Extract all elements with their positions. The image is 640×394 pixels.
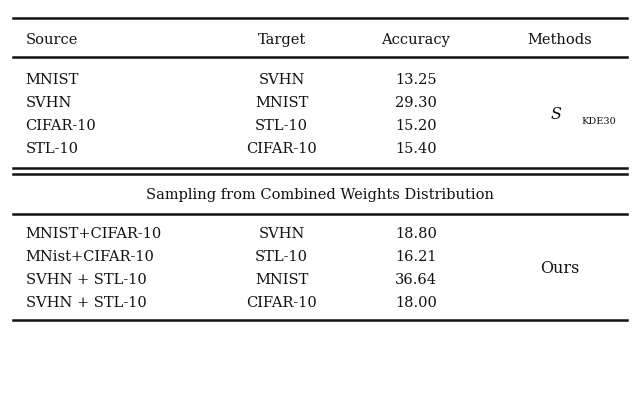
Text: 13.25: 13.25 [395,73,437,87]
Text: Sampling from Combined Weights Distribution: Sampling from Combined Weights Distribut… [146,188,494,202]
Text: MNIST: MNIST [255,96,308,110]
Text: STL-10: STL-10 [255,250,308,264]
Text: MNIST: MNIST [255,273,308,287]
Text: STL-10: STL-10 [255,119,308,133]
Text: CIFAR-10: CIFAR-10 [246,142,317,156]
Text: MNist+CIFAR-10: MNist+CIFAR-10 [26,250,154,264]
Text: CIFAR-10: CIFAR-10 [26,119,97,133]
Text: KDE30: KDE30 [581,117,616,126]
Text: MNIST: MNIST [26,73,79,87]
Text: 15.20: 15.20 [395,119,437,133]
Text: 18.00: 18.00 [395,296,437,310]
Text: STL-10: STL-10 [26,142,79,156]
Text: SVHN + STL-10: SVHN + STL-10 [26,273,147,287]
Text: 16.21: 16.21 [396,250,436,264]
Text: Accuracy: Accuracy [381,33,451,47]
Text: SVHN: SVHN [259,227,305,241]
Text: 15.40: 15.40 [395,142,437,156]
Text: 18.80: 18.80 [395,227,437,241]
Text: SVHN + STL-10: SVHN + STL-10 [26,296,147,310]
Text: S: S [550,106,561,123]
Text: MNIST+CIFAR-10: MNIST+CIFAR-10 [26,227,162,241]
Text: SVHN: SVHN [26,96,72,110]
Text: Ours: Ours [540,260,580,277]
Text: CIFAR-10: CIFAR-10 [246,296,317,310]
Text: 29.30: 29.30 [395,96,437,110]
Text: Methods: Methods [527,33,593,47]
Text: Target: Target [257,33,306,47]
Text: Source: Source [26,33,78,47]
Text: 36.64: 36.64 [395,273,437,287]
Text: SVHN: SVHN [259,73,305,87]
